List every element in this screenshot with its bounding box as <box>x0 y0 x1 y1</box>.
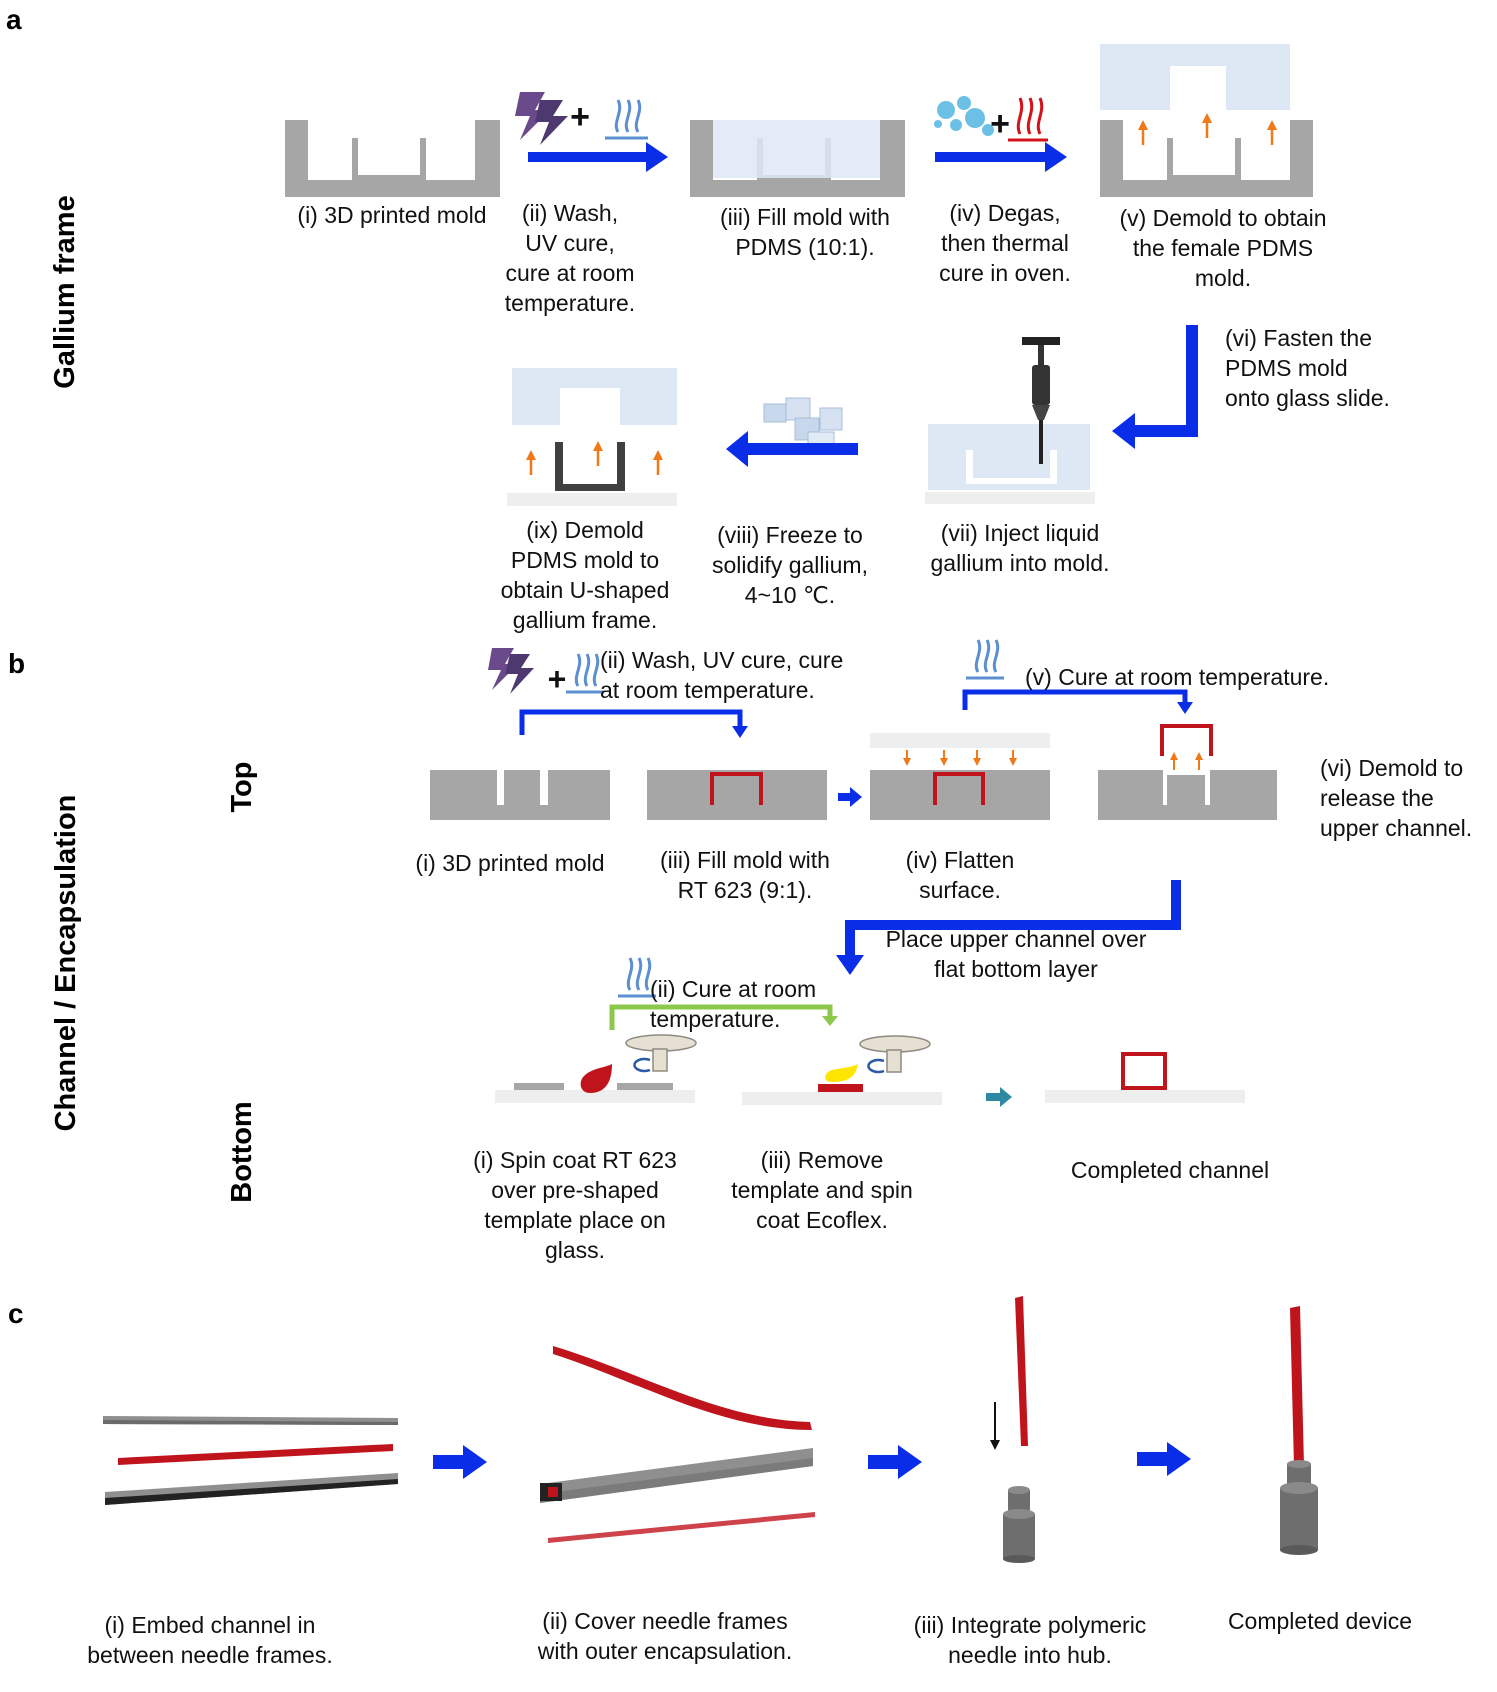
a-demold-female-pdms <box>1100 44 1313 197</box>
c-step-3-caption: (iii) Integrate polymeric needle into hu… <box>913 1612 1147 1668</box>
c-integrate-needle <box>990 1296 1035 1563</box>
b-top-demold <box>1098 724 1277 820</box>
uv-lightning-icon <box>515 92 568 145</box>
arrow-a-7-8 <box>726 431 858 467</box>
arrow-c-3-4 <box>1137 1442 1191 1476</box>
bracket-arrow-b-top-4-6 <box>962 689 1188 710</box>
b-top-flatten <box>870 733 1050 820</box>
arrow-b-top-to-bottom <box>836 880 1181 975</box>
heat-waves-icon <box>618 957 656 998</box>
b-top-step-6-caption: (vi) Demold to release the upper channel… <box>1320 755 1473 841</box>
b-top-step-5-caption: (v) Cure at room temperature. <box>1025 664 1330 690</box>
heat-waves-icon <box>966 639 1004 680</box>
a-step-9-caption: (ix) Demold PDMS mold to obtain U-shaped… <box>500 517 670 633</box>
b-bottom-completed-caption: Completed channel <box>1070 1157 1270 1183</box>
bracket-arrow-b-bottom-1-3 <box>609 1004 833 1030</box>
b-top-step-3-caption: (iii) Fill mold with RT 623 (9:1). <box>660 847 830 903</box>
panel-label-c: c <box>8 1298 24 1329</box>
b-bottom-step-2-caption: (ii) Cure at room temperature. <box>650 976 817 1032</box>
b-top-step-4-caption: (iv) Flatten surface. <box>905 847 1015 903</box>
a-u-gallium-frame <box>507 368 677 506</box>
section-label-top: Top <box>226 761 258 813</box>
arrow-a-5-6 <box>1112 325 1198 449</box>
bracket-arrow-b-top-1-3-head <box>732 726 748 738</box>
arrow-a-3-4 <box>935 142 1067 172</box>
arrow-b-bottom-3-done <box>986 1087 1012 1107</box>
a-step-7-caption: (vii) Inject liquid gallium into mold. <box>930 520 1110 576</box>
thermal-heat-icon <box>1008 97 1048 142</box>
panel-label-b: b <box>8 648 26 679</box>
b-place-upper-caption: Place upper channel over flat bottom lay… <box>885 926 1147 982</box>
c-outer-encapsulation <box>540 1346 815 1543</box>
a-step-1-caption: (i) 3D printed mold <box>297 202 487 228</box>
a-step-6-caption: (vi) Fasten the PDMS mold onto glass sli… <box>1225 325 1390 411</box>
a-inject-gallium <box>925 424 1095 504</box>
bubbles-icon <box>934 96 994 136</box>
heat-waves-icon <box>566 653 604 694</box>
b-top-step-2-caption: (ii) Wash, UV cure, cure at room tempera… <box>600 647 844 703</box>
arrow-a-1-2 <box>528 142 668 172</box>
b-bottom-step-1-caption: (i) Spin coat RT 623 over pre-shaped tem… <box>473 1147 677 1263</box>
b-bottom-completed-channel <box>1045 1052 1245 1103</box>
plus-icon: + <box>990 105 1010 143</box>
spin-coater-icon <box>859 1035 931 1074</box>
b-bottom-spin-coat-rt623 <box>495 1064 695 1103</box>
a-step-3-caption: (iii) Fill mold with PDMS (10:1). <box>720 204 890 260</box>
plus-icon: + <box>548 661 567 697</box>
arrow-b-top-3-4 <box>838 787 862 807</box>
plus-icon: + <box>570 98 590 136</box>
b-bottom-step-3-caption: (iii) Remove template and spin coat Ecof… <box>731 1147 913 1233</box>
b-top-step-1-caption: (i) 3D printed mold <box>415 850 605 876</box>
spin-coater-icon <box>625 1034 697 1073</box>
c-step-4-caption: Completed device <box>1227 1608 1413 1634</box>
c-step-1-caption: (i) Embed channel in between needle fram… <box>87 1612 333 1668</box>
arrow-c-2-3 <box>868 1445 922 1479</box>
uv-lightning-icon <box>488 648 534 694</box>
c-needle-frames-exploded <box>103 1416 398 1505</box>
heat-waves-icon <box>605 99 648 140</box>
a-step-8-caption: (viii) Freeze to solidify gallium, 4~10 … <box>712 522 868 608</box>
b-top-filled-mold <box>647 770 827 820</box>
section-label-bottom: Bottom <box>226 1101 258 1203</box>
bracket-arrow-b-bottom-1-3-head <box>822 1016 838 1026</box>
b-bottom-ecoflex <box>742 1064 942 1105</box>
section-label-channel-encapsulation: Channel / Encapsulation <box>50 794 82 1132</box>
c-step-2-caption: (ii) Cover needle frames with outer enca… <box>537 1608 793 1664</box>
b-top-mold <box>430 770 610 820</box>
bracket-arrow-b-top-1-3 <box>519 709 743 735</box>
c-completed-device <box>1280 1306 1318 1555</box>
arrow-c-1-2 <box>433 1445 487 1479</box>
a-mold-3d-printed <box>285 120 500 197</box>
a-step-4-caption: (iv) Degas, then thermal cure in oven. <box>939 200 1071 286</box>
a-step-2-caption: (ii) Wash, UV cure, cure at room tempera… <box>504 200 636 316</box>
syringe-icon <box>1022 337 1060 464</box>
section-label-gallium-frame: Gallium frame <box>49 195 81 389</box>
bracket-arrow-b-top-4-6-head <box>1177 702 1193 714</box>
a-step-5-caption: (v) Demold to obtain the female PDMS mol… <box>1119 205 1327 291</box>
panel-label-a: a <box>6 4 22 35</box>
a-mold-filled-pdms <box>690 120 905 197</box>
ice-cubes-icon <box>763 397 843 453</box>
